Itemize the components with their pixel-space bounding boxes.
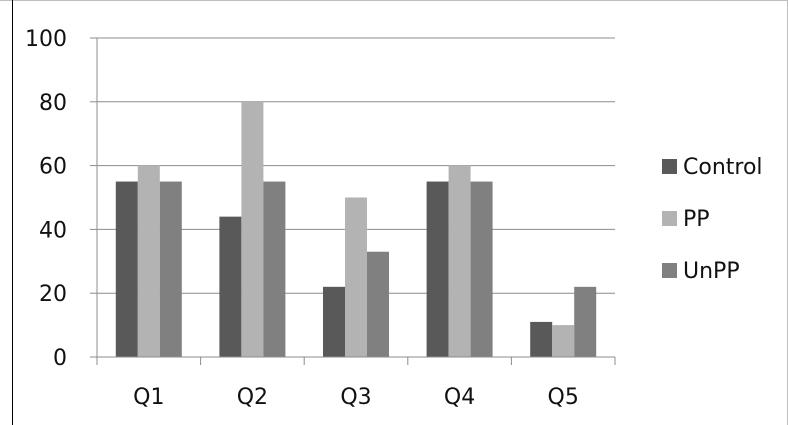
frame-left-rule — [12, 0, 13, 425]
y-tick-label: 40 — [39, 218, 67, 243]
x-tick-label: Q3 — [340, 385, 371, 410]
axes — [90, 37, 616, 365]
legend-label-unpp: UnPP — [683, 259, 740, 284]
bars — [115, 101, 597, 357]
y-tick-label: 80 — [39, 91, 67, 116]
bar-unpp-q2 — [263, 181, 286, 357]
x-tick-label: Q2 — [237, 385, 268, 410]
bar-unpp-q3 — [367, 251, 389, 357]
bar-unpp-q5 — [574, 286, 597, 357]
x-tick-label: Q4 — [444, 385, 475, 410]
bar-control-q5 — [530, 321, 553, 357]
y-tick-label: 100 — [25, 27, 67, 52]
tick-labels: 0 20 40 60 80 100 Q1 Q2 Q3 Q4 Q5 — [25, 27, 579, 410]
legend-swatch-pp — [662, 211, 677, 226]
bar-control-q4 — [426, 181, 449, 357]
bar-pp-q5 — [552, 325, 575, 357]
bar-pp-q1 — [137, 165, 160, 357]
bar-control-q1 — [115, 181, 138, 357]
legend-swatch-control — [662, 159, 677, 174]
legend: Control PP UnPP — [662, 155, 763, 284]
bar-control-q3 — [323, 286, 345, 357]
legend-label-control: Control — [683, 155, 763, 180]
y-tick-label: 20 — [39, 282, 67, 307]
x-tick-label: Q5 — [548, 385, 579, 410]
legend-swatch-unpp — [662, 263, 677, 278]
legend-label-pp: PP — [683, 207, 710, 232]
bar-pp-q2 — [241, 101, 264, 357]
x-tick-label: Q1 — [133, 385, 164, 410]
bar-pp-q4 — [448, 165, 471, 357]
bar-pp-q3 — [345, 197, 367, 357]
y-tick-label: 0 — [53, 346, 67, 371]
bar-control-q2 — [219, 216, 242, 357]
y-tick-label: 60 — [39, 155, 67, 180]
bar-unpp-q1 — [159, 181, 182, 357]
bar-unpp-q4 — [470, 181, 493, 357]
